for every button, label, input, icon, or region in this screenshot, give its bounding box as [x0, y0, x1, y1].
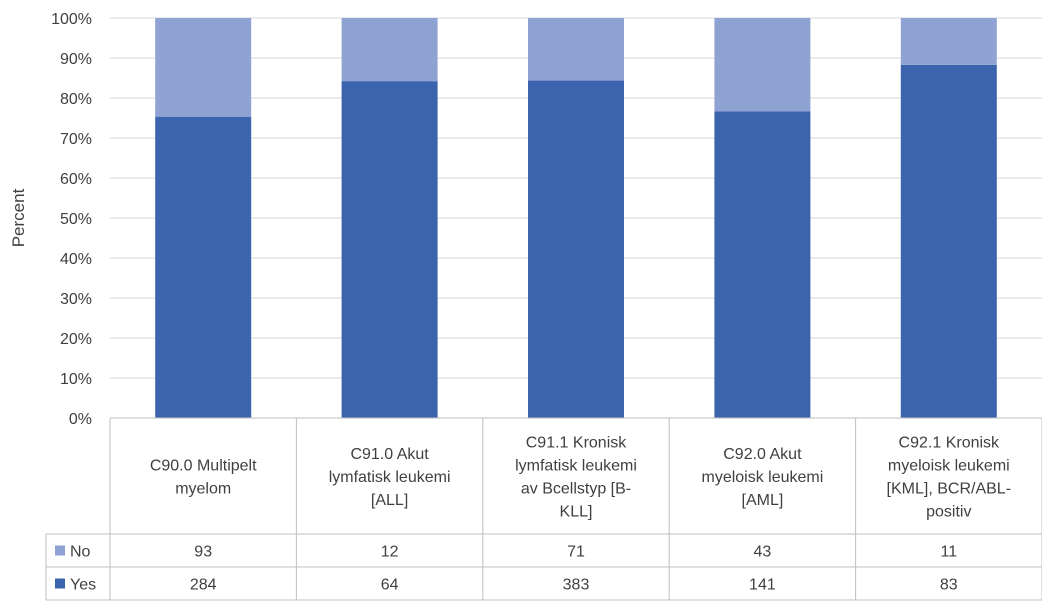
y-axis-label: Percent — [9, 188, 28, 247]
category-label-line: C91.1 Kronisk — [526, 435, 627, 452]
y-tick-label: 10% — [60, 371, 92, 388]
bar-yes-0 — [155, 116, 252, 418]
y-tick-label: 40% — [60, 251, 92, 268]
category-label: C92.0 Akut myeloisk leukemi [AML] — [701, 446, 823, 509]
category-label-line: [AML] — [742, 492, 784, 509]
bar-yes-1 — [341, 81, 438, 418]
category-label-line: C92.0 Akut — [723, 446, 802, 463]
bar-yes-4 — [900, 64, 997, 419]
category-label: C92.1 Kronisk myeloisk leukemi [KML], BCR/… — [887, 435, 1011, 521]
category-label: C91.0 Akut lymfatisk leukemi [ALL] — [329, 446, 451, 509]
category-label-line: KLL] — [560, 504, 593, 521]
y-tick-label: 60% — [60, 171, 92, 188]
category-label-line: [ALL] — [371, 492, 408, 509]
category-label-line: C92.1 Kronisk — [899, 435, 1000, 452]
category-label-line: positiv — [926, 504, 971, 521]
category-label-line: C91.0 Akut — [350, 446, 429, 463]
bar-no-2 — [528, 18, 624, 81]
y-tick-label: 20% — [60, 331, 92, 348]
data-value-yes: 83 — [940, 577, 958, 594]
y-tick-label: 90% — [60, 51, 92, 68]
y-tick-label: 0% — [69, 411, 92, 428]
category-label-line: myeloisk leukemi — [701, 469, 823, 486]
data-value-no: 43 — [754, 544, 772, 561]
data-value-no: 93 — [194, 544, 212, 561]
data-value-yes: 383 — [563, 577, 590, 594]
category-label-line: myelom — [175, 481, 231, 498]
bar-no-0 — [155, 18, 252, 117]
y-tick-label: 80% — [60, 91, 92, 108]
data-value-yes: 64 — [381, 577, 399, 594]
category-label-line: lymfatisk leukemi — [329, 469, 451, 486]
bar-yes-3 — [714, 111, 811, 418]
y-tick-label: 100% — [51, 11, 92, 28]
bar-no-3 — [714, 18, 811, 112]
bar-no-4 — [900, 18, 997, 65]
y-tick-label: 70% — [60, 131, 92, 148]
legend-label-no: No — [70, 544, 91, 561]
data-value-yes: 284 — [190, 577, 217, 594]
data-value-no: 12 — [381, 544, 399, 561]
data-value-no: 71 — [567, 544, 585, 561]
data-value-yes: 141 — [749, 577, 776, 594]
category-label: C90.0 Multipelt myelom — [150, 458, 257, 498]
y-tick-label: 50% — [60, 211, 92, 228]
y-axis-tick-labels: 0% 10% 20% 30% 40% 50% 60% 70% 80% 90% 100% — [51, 11, 92, 428]
bars — [155, 18, 997, 419]
data-value-no: 11 — [940, 544, 957, 561]
y-tick-label: 30% — [60, 291, 92, 308]
bar-yes-2 — [528, 80, 624, 419]
category-label-line: av Bcellstyp [B- — [521, 481, 631, 498]
legend-key-yes — [55, 578, 65, 589]
category-label-line: myeloisk leukemi — [888, 458, 1010, 475]
legend-label-yes: Yes — [70, 577, 96, 594]
bar-no-1 — [341, 18, 438, 82]
legend-key-no — [55, 545, 65, 556]
category-label-line: [KML], BCR/ABL- — [887, 481, 1011, 498]
data-table: C90.0 Multipelt myelom C91.0 Akut lymfatisk… — [45, 417, 1042, 601]
category-label-line: C90.0 Multipelt — [150, 458, 257, 475]
category-label: C91.1 Kronisk lymfatisk leukemi av Bcellst… — [515, 435, 637, 521]
category-label-line: lymfatisk leukemi — [515, 458, 637, 475]
